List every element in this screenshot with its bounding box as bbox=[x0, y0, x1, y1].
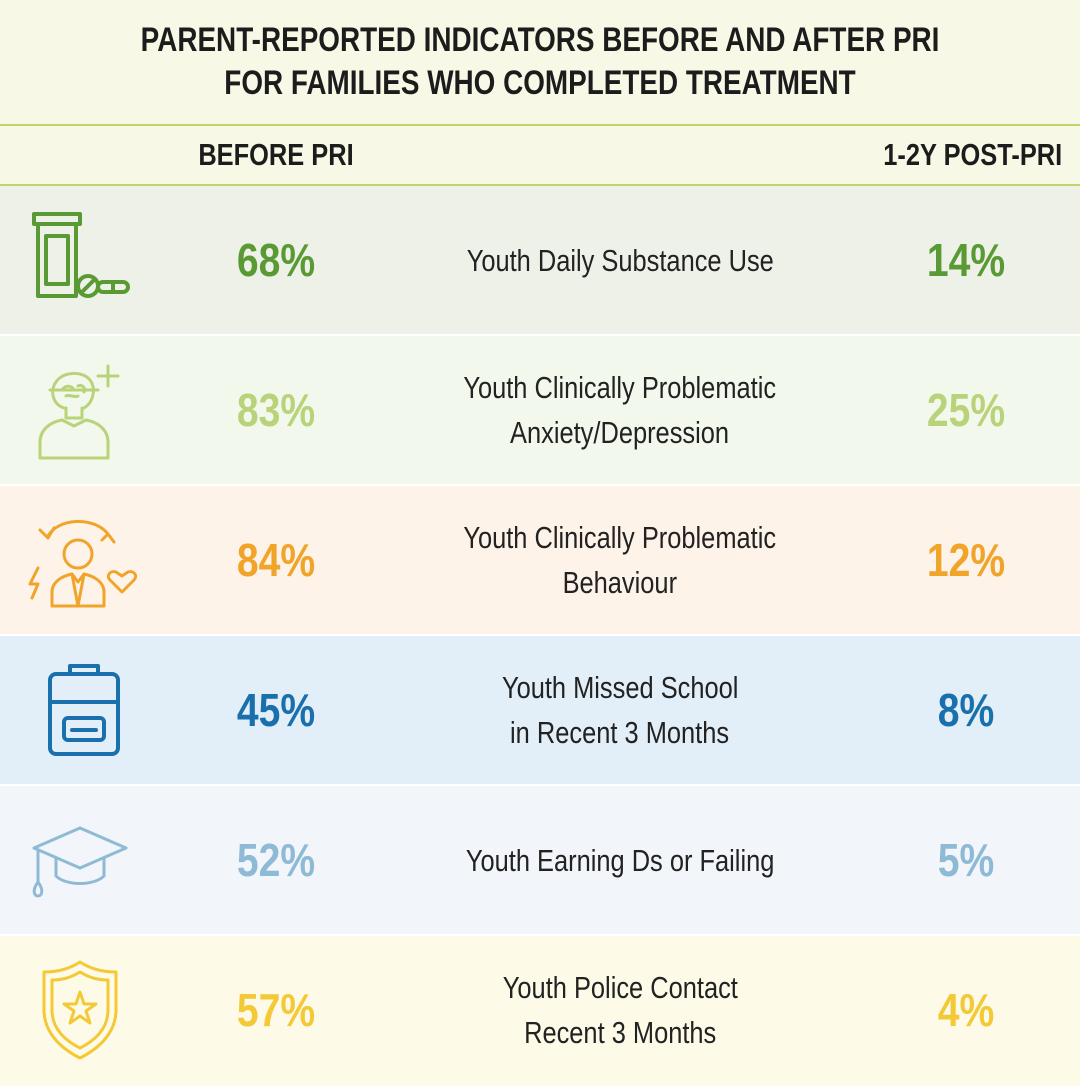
column-header-after: 1-2Y POST-PRI bbox=[883, 137, 1062, 172]
chart-title-line-1: PARENT-REPORTED INDICATORS BEFORE AND AF… bbox=[140, 21, 940, 59]
indicator-row-police-contact: 57% Youth Police Contact Recent 3 Months… bbox=[0, 936, 1080, 1086]
column-header-before: BEFORE PRI bbox=[198, 137, 354, 172]
chart-title-line-2: FOR FAMILIES WHO COMPLETED TREATMENT bbox=[224, 64, 856, 102]
indicator-row-behaviour: 84% Youth Clinically Problematic Behavio… bbox=[0, 486, 1080, 636]
indicator-label-line-1: Youth Police Contact bbox=[502, 970, 738, 1005]
indicator-label-line-2: Behaviour bbox=[562, 565, 678, 600]
indicator-label: Youth Missed School in Recent 3 Months bbox=[420, 636, 820, 784]
backpack-icon bbox=[22, 660, 138, 760]
indicator-label: Youth Clinically Problematic Behaviour bbox=[420, 486, 820, 634]
police-badge-icon bbox=[22, 960, 138, 1060]
indicator-label-line-1: Youth Daily Substance Use bbox=[466, 242, 774, 278]
indicator-label-line-2: Anxiety/Depression bbox=[510, 415, 730, 450]
indicator-label-line-1: Youth Clinically Problematic bbox=[463, 370, 777, 405]
title-block: PARENT-REPORTED INDICATORS BEFORE AND AF… bbox=[0, 0, 1080, 126]
after-value: 4% bbox=[937, 984, 995, 1036]
mind-health-icon bbox=[22, 360, 138, 460]
behaviour-icon bbox=[22, 510, 138, 610]
indicator-row-substance-use: 68% Youth Daily Substance Use 14% bbox=[0, 186, 1080, 336]
after-value: 14% bbox=[926, 234, 1006, 286]
indicator-label-line-1: Youth Missed School bbox=[501, 670, 739, 705]
indicator-label: Youth Police Contact Recent 3 Months bbox=[420, 936, 820, 1084]
after-value: 25% bbox=[926, 384, 1006, 436]
indicator-label-line-1: Youth Clinically Problematic bbox=[463, 520, 777, 555]
after-value: 12% bbox=[926, 534, 1006, 586]
before-value: 52% bbox=[236, 834, 316, 886]
after-value: 8% bbox=[937, 684, 995, 736]
after-value: 5% bbox=[937, 834, 995, 886]
indicator-row-failing-grades: 52% Youth Earning Ds or Failing 5% bbox=[0, 786, 1080, 936]
indicator-label: Youth Clinically Problematic Anxiety/Dep… bbox=[420, 336, 820, 484]
graduation-cap-icon bbox=[22, 810, 138, 910]
indicator-label: Youth Daily Substance Use bbox=[420, 186, 820, 334]
indicator-label: Youth Earning Ds or Failing bbox=[420, 786, 820, 934]
before-value: 45% bbox=[236, 684, 316, 736]
indicator-row-anxiety-depression: 83% Youth Clinically Problematic Anxiety… bbox=[0, 336, 1080, 486]
indicator-label-line-2: in Recent 3 Months bbox=[510, 715, 730, 750]
indicator-rows: 68% Youth Daily Substance Use 14% 83% bbox=[0, 186, 1080, 1086]
indicator-label-line-2: Recent 3 Months bbox=[523, 1015, 717, 1050]
before-value: 68% bbox=[236, 234, 316, 286]
indicator-label-line-1: Youth Earning Ds or Failing bbox=[465, 842, 775, 878]
before-value: 84% bbox=[236, 534, 316, 586]
indicator-row-missed-school: 45% Youth Missed School in Recent 3 Mont… bbox=[0, 636, 1080, 786]
column-header-row: BEFORE PRI 1-2Y POST-PRI bbox=[0, 126, 1080, 186]
pill-bottle-icon bbox=[22, 210, 138, 310]
before-value: 83% bbox=[236, 384, 316, 436]
before-value: 57% bbox=[236, 984, 316, 1036]
